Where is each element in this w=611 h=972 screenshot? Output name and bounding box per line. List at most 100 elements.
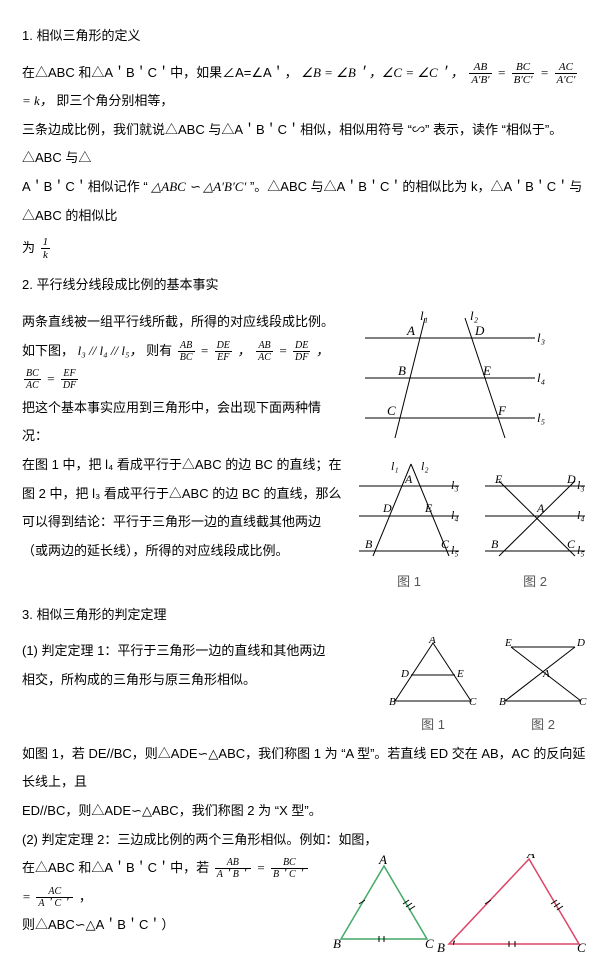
text: 如下图， — [22, 343, 74, 358]
s2-p7: （或两边的延长线），所得的对应线段成比例。 — [22, 537, 345, 566]
r2: ABAC — [256, 340, 273, 363]
svg-text:D: D — [382, 501, 392, 515]
s2-p6: 可以得到结论：平行于三角形一边的直线截其他两边 — [22, 508, 345, 537]
text: 在△ABC 和△A＇B＇C＇中，如果∠A=∠A＇， — [22, 65, 298, 80]
svg-text:B: B — [333, 936, 341, 951]
frac-bc: BCB′C′ — [512, 61, 535, 86]
s3-p5: (2) 判定定理 2：三边成比例的两个三角形相似。例如：如图， — [22, 826, 589, 855]
fig-c1-caption: 图 1 — [387, 711, 479, 740]
section-1-line4: 为 1k — [22, 236, 589, 261]
text: 则有 — [146, 343, 172, 358]
svg-text:C: C — [425, 936, 434, 951]
figure-triangle-2: l₃ l₄ l₅ E D A B C — [481, 456, 589, 566]
comma: ， — [316, 343, 329, 358]
figure-triangle-1: l₁ l₂ l₃ l₄ l₅ A D E B C — [355, 456, 463, 566]
frac-ac: ACA′C′ — [555, 61, 578, 86]
figure-a-type: A B C D E — [387, 637, 479, 709]
eq: = — [497, 65, 506, 80]
svg-text:F: F — [497, 403, 507, 418]
comma: ， — [79, 889, 92, 904]
svg-text:E: E — [456, 668, 464, 680]
r0: ABBC — [178, 340, 195, 363]
formula-similar: △ABC ∽ △A′B′C′ — [151, 179, 246, 194]
eq-k: = k， — [22, 93, 53, 108]
text: 即三个角分别相等， — [56, 93, 173, 108]
svg-text:D: D — [576, 637, 585, 649]
svg-text:E: E — [482, 363, 491, 378]
svg-text:A: A — [428, 637, 436, 646]
s2-p5: 图 2 中，把 l₃ 看成平行于△ABC 的边 BC 的直线，那么 — [22, 480, 345, 509]
s2-p4: 在图 1 中，把 l₄ 看成平行于△ABC 的边 BC 的直线；在 — [22, 451, 345, 480]
r4: BCAC — [24, 368, 41, 391]
svg-text:l₃: l₃ — [537, 330, 545, 345]
svg-text:l₅: l₅ — [577, 543, 585, 557]
svg-text:l₂: l₂ — [470, 308, 479, 323]
figure-similar-triangles: A B C A＇ B＇ C＇ — [329, 854, 589, 954]
eq: = — [540, 65, 549, 80]
svg-text:l₃: l₃ — [577, 478, 585, 492]
svg-text:l₂: l₂ — [421, 459, 429, 473]
section-1-title: 1. 相似三角形的定义 — [22, 22, 589, 51]
figure-parallel-lines: l₁ l₂ l₃ l₄ l₅ A B C D E F — [355, 308, 545, 448]
svg-text:l₁: l₁ — [391, 459, 399, 473]
svg-text:l₅: l₅ — [451, 543, 459, 557]
svg-text:C＇: C＇ — [577, 940, 589, 954]
text: A＇B＇C＇相似记作 “ — [22, 179, 148, 194]
svg-text:D: D — [400, 668, 409, 680]
r1: DEEF — [215, 340, 232, 363]
eq: = — [279, 343, 288, 358]
svg-text:B: B — [491, 537, 499, 551]
svg-text:l₃: l₃ — [451, 478, 459, 492]
svg-text:A: A — [404, 472, 413, 486]
fig2-caption: 图 2 — [481, 568, 589, 597]
svg-text:C: C — [567, 537, 576, 551]
section-1-line3: A＇B＇C＇相似记作 “ △ABC ∽ △A′B′C′ ”。△ABC 与△A＇B… — [22, 173, 589, 230]
eq: = — [200, 343, 209, 358]
s3-p7: 则△ABC∽△A＇B＇C＇） — [22, 911, 319, 940]
r3: DEDF — [293, 340, 310, 363]
svg-text:B: B — [499, 696, 506, 708]
figure-b-wrap: l₁ l₂ l₃ l₄ l₅ A D E B C 图 1 — [355, 456, 589, 597]
section-2-body: 两条直线被一组平行线所截，所得的对应线段成比例。 如下图， l₃ // l₄ /… — [22, 308, 589, 597]
svg-text:B: B — [389, 696, 396, 708]
figure-c-wrap: A B C D E 图 1 — [387, 637, 589, 740]
figure-x-type: E D A B C — [497, 637, 589, 709]
fig-c2-caption: 图 2 — [497, 711, 589, 740]
svg-text:A: A — [542, 668, 550, 680]
svg-text:A＇: A＇ — [526, 854, 548, 861]
text: 在△ABC 和△A＇B＇C＇中，若 — [22, 860, 209, 875]
frac-1-over-k: 1k — [41, 236, 51, 261]
r5: EFDF — [61, 368, 78, 391]
svg-text:D: D — [566, 472, 576, 486]
eq: = — [46, 371, 55, 386]
svg-text:B＇: B＇ — [437, 940, 458, 954]
formula-angles: ∠B = ∠B＇，∠C = ∠C＇， — [301, 65, 463, 80]
svg-text:l₄: l₄ — [451, 508, 459, 522]
svg-text:l₄: l₄ — [537, 370, 545, 385]
r31: BCB＇C＇ — [271, 857, 308, 880]
s2-p1: 两条直线被一组平行线所截，所得的对应线段成比例。 — [22, 308, 345, 337]
eq: = — [257, 860, 266, 875]
section-3-block2: 在△ABC 和△A＇B＇C＇中，若 ABA＇B＇ = BCB＇C＇ = ACA＇… — [22, 854, 589, 954]
frac-ab: ABA′B′ — [469, 61, 491, 86]
svg-text:A: A — [536, 501, 545, 515]
s3-p4: ED//BC，则△ADE∽△ABC，我们称图 2 为 “X 型”。 — [22, 797, 589, 826]
svg-text:E: E — [424, 501, 433, 515]
svg-text:E: E — [494, 472, 503, 486]
section-1-line1: 在△ABC 和△A＇B＇C＇中，如果∠A=∠A＇， ∠B = ∠B＇，∠C = … — [22, 59, 589, 116]
r32: ACA＇C＇ — [36, 886, 73, 909]
eq: = — [22, 889, 31, 904]
section-1-line2: 三条边成比例，我们就说△ABC 与△A＇B＇C＇相似，相似用符号 “∽” 表示，… — [22, 116, 589, 173]
svg-text:E: E — [504, 637, 512, 649]
parallel-lines: l₃ // l₄ // l₅， — [78, 343, 143, 358]
r30: ABA＇B＇ — [215, 857, 251, 880]
s3-p2: 相交，所构成的三角形与原三角形相似。 — [22, 666, 377, 695]
svg-text:C: C — [441, 537, 450, 551]
text: 为 — [22, 240, 35, 255]
s2-p3: 把这个基本事实应用到三角形中，会出现下面两种情况： — [22, 394, 345, 451]
s3-p1: (1) 判定定理 1：平行于三角形一边的直线和其他两边 — [22, 637, 377, 666]
svg-text:l₅: l₅ — [537, 410, 545, 425]
s3-p6: 在△ABC 和△A＇B＇C＇中，若 ABA＇B＇ = BCB＇C＇ = ACA＇… — [22, 854, 319, 911]
svg-text:A: A — [406, 323, 415, 338]
section-2-title: 2. 平行线分线段成比例的基本事实 — [22, 271, 589, 300]
